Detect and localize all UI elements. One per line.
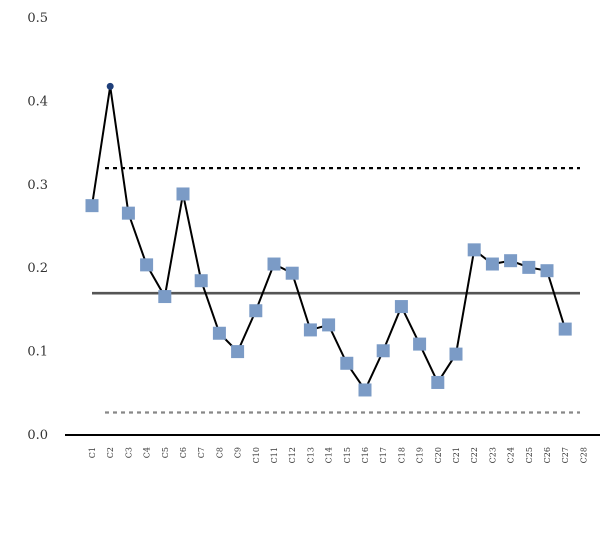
data-point	[194, 274, 208, 288]
data-point	[140, 258, 154, 272]
reference-lines	[92, 167, 580, 414]
category-label: C10	[252, 447, 261, 463]
data-point	[267, 257, 281, 271]
category-label: C1	[88, 447, 97, 458]
category-label: C16	[361, 447, 370, 463]
category-label: C25	[525, 447, 534, 463]
x-axis-category-labels: C1 C2 C3 C4 C5 C6 C7 C8 C9 C10 C11 C12 C13 C14 C15 C16 C…	[88, 447, 588, 463]
category-label: C11	[270, 447, 279, 463]
data-point	[467, 243, 481, 257]
category-label: C23	[488, 447, 497, 463]
y-tick-label: 0.0	[27, 428, 48, 443]
category-label: C13	[306, 447, 315, 463]
category-label: C19	[416, 447, 425, 463]
y-tick-label: 0.3	[27, 178, 48, 193]
category-label: C17	[379, 447, 388, 463]
data-point	[522, 260, 536, 274]
category-label: C15	[343, 447, 352, 463]
data-point	[558, 322, 572, 336]
y-axis-tick-labels: 0.0 0.1 0.2 0.3 0.4 0.5	[27, 11, 48, 443]
category-label: C22	[470, 447, 479, 463]
category-label: C7	[197, 447, 206, 458]
series-line	[91, 86, 567, 392]
data-point	[285, 266, 299, 280]
y-tick-label: 0.2	[27, 261, 48, 276]
data-point	[322, 318, 336, 332]
data-point	[303, 323, 317, 337]
category-label: C4	[143, 447, 152, 458]
category-label: C3	[124, 447, 133, 458]
data-point	[413, 337, 427, 351]
data-point	[376, 344, 390, 358]
data-point	[431, 375, 445, 389]
data-point	[249, 304, 263, 318]
data-point	[85, 199, 99, 213]
category-label: C28	[579, 447, 588, 463]
data-markers	[85, 82, 572, 397]
data-point	[340, 356, 354, 370]
category-label: C9	[234, 447, 243, 458]
category-label: C8	[215, 447, 224, 458]
y-tick-label: 0.1	[27, 345, 48, 360]
category-label: C5	[161, 447, 170, 458]
category-label: C6	[179, 447, 188, 458]
series-line-group	[91, 86, 567, 392]
data-point	[394, 300, 408, 314]
category-label: C14	[325, 447, 334, 463]
data-point	[449, 347, 463, 361]
category-label: C27	[561, 447, 570, 463]
category-label: C26	[543, 447, 552, 463]
data-point-peak	[106, 82, 114, 90]
data-point	[358, 383, 372, 397]
category-label: C12	[288, 447, 297, 463]
y-tick-label: 0.5	[27, 11, 48, 26]
data-point	[485, 257, 499, 271]
data-point	[231, 345, 245, 359]
category-label: C18	[397, 447, 406, 463]
data-point	[158, 290, 172, 304]
category-label: C20	[434, 447, 443, 463]
data-point	[176, 187, 190, 201]
category-label: C2	[106, 447, 115, 458]
category-label: C24	[507, 447, 516, 463]
data-point	[121, 206, 135, 220]
data-point	[504, 254, 518, 268]
data-point	[212, 326, 226, 340]
data-point	[540, 264, 554, 278]
y-tick-label: 0.4	[27, 94, 48, 109]
category-label: C21	[452, 447, 461, 463]
